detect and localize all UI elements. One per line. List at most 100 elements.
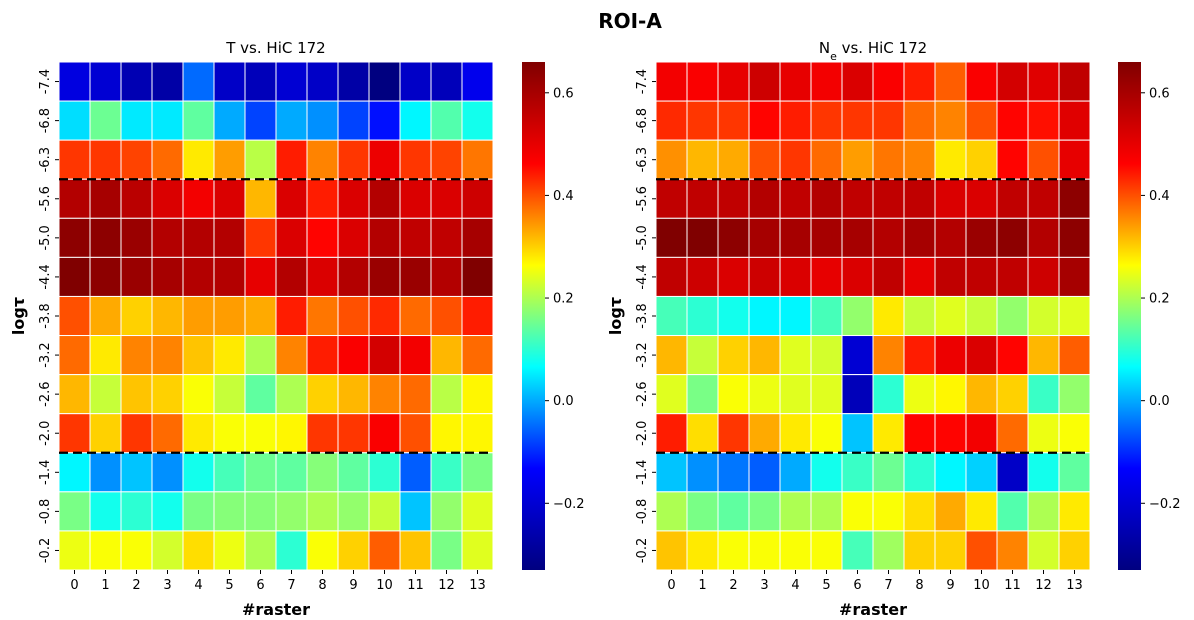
heatmap-cell — [399, 413, 432, 454]
heatmap-cell — [461, 491, 494, 532]
heatmap-cell — [655, 256, 688, 297]
y-tick-label: -0.8 — [635, 499, 650, 524]
heatmap-cell — [244, 100, 277, 141]
heatmap-cell — [89, 61, 122, 102]
heatmap-cell — [748, 217, 781, 258]
figure-title: ROI-A — [598, 9, 662, 33]
heatmap-cell — [717, 295, 750, 337]
heatmap-cell — [58, 256, 91, 297]
y-tick-label: -0.2 — [38, 538, 53, 563]
heatmap-cell — [655, 100, 688, 141]
y-tick-label: -6.8 — [38, 108, 53, 133]
heatmap-cell — [655, 530, 688, 571]
heatmap-cell — [368, 452, 401, 493]
heatmap-cell — [748, 335, 781, 376]
heatmap-cell — [461, 374, 494, 415]
heatmap-cell — [337, 256, 370, 297]
heatmap-cell — [58, 100, 91, 141]
heatmap-cell — [686, 178, 719, 219]
heatmap-cell — [337, 413, 370, 454]
heatmap-cell — [996, 530, 1029, 571]
colorbar-tick-label: 0.6 — [1149, 86, 1170, 101]
heatmap-cell — [872, 335, 905, 376]
heatmap-cell — [213, 100, 246, 141]
colorbar-tick-label: 0.2 — [1149, 292, 1170, 307]
heatmap-cell — [461, 452, 494, 493]
y-tick-label: -7.4 — [635, 69, 650, 94]
heatmap-cell — [58, 491, 91, 532]
heatmap-cell — [58, 139, 91, 180]
heatmap-cell — [779, 61, 812, 102]
heatmap-cell — [810, 374, 843, 415]
heatmap-cell — [306, 374, 339, 415]
heatmap-cell — [1027, 61, 1060, 102]
heatmap-cell — [903, 413, 936, 454]
heatmap-cell — [275, 61, 308, 102]
x-tick-label: 0 — [667, 578, 675, 593]
heatmap-cell — [430, 374, 463, 415]
heatmap-cell — [430, 139, 463, 180]
y-tick-label: -5.6 — [38, 186, 53, 211]
heatmap-cell — [213, 452, 246, 493]
heatmap-cell — [655, 491, 688, 532]
heatmap-cell — [275, 295, 308, 337]
heatmap-cell — [461, 295, 494, 337]
heatmap-cell — [655, 374, 688, 415]
heatmap-cell — [120, 335, 153, 376]
heatmap-cell — [996, 100, 1029, 141]
heatmap-cell — [934, 413, 967, 454]
heatmap-cell — [717, 256, 750, 297]
heatmap-cell — [306, 295, 339, 337]
heatmap-cell — [686, 374, 719, 415]
heatmap-cell — [686, 139, 719, 180]
heatmap-cell — [244, 530, 277, 571]
heatmap-cell — [151, 491, 184, 532]
heatmap-cell — [368, 178, 401, 219]
heatmap-cell — [810, 295, 843, 337]
heatmap-cell — [996, 139, 1029, 180]
colorbar-temperature: 0.6 0.4 0.2 0.0 −0.2 — [522, 62, 585, 570]
colorbar-tick-label: −0.2 — [553, 497, 585, 512]
heatmap-cell — [399, 374, 432, 415]
y-tick-label: -2.6 — [635, 381, 650, 406]
heatmap-cell — [1058, 61, 1091, 102]
colorbar-density: 0.6 0.4 0.2 0.0 −0.2 — [1118, 62, 1181, 570]
heatmap-cell — [275, 413, 308, 454]
colorbar-gradient — [1118, 62, 1141, 570]
heatmap-cell — [934, 491, 967, 532]
heatmap-cell — [779, 335, 812, 376]
heatmap-cell — [337, 100, 370, 141]
heatmap-cell — [996, 374, 1029, 415]
heatmap-cell — [903, 61, 936, 102]
x-tick-label: 0 — [70, 578, 78, 593]
heatmap-cell — [934, 178, 967, 219]
heatmap-cell — [1058, 139, 1091, 180]
heatmap-cell — [151, 256, 184, 297]
x-tick-label: 12 — [1035, 578, 1052, 593]
y-tick-label: -7.4 — [38, 69, 53, 94]
heatmap-cell — [368, 295, 401, 337]
heatmap-cell — [655, 61, 688, 102]
heatmap-cell — [872, 217, 905, 258]
heatmap-cell — [306, 217, 339, 258]
x-tick-label: 4 — [791, 578, 799, 593]
heatmap-cell — [120, 530, 153, 571]
heatmap-cell — [213, 61, 246, 102]
heatmap-cell — [748, 178, 781, 219]
heatmap-cell — [686, 100, 719, 141]
heatmap-cell — [275, 139, 308, 180]
heatmap-cell — [368, 530, 401, 571]
heatmap-cell — [306, 491, 339, 532]
heatmap-cell — [120, 256, 153, 297]
heatmap-cell — [903, 139, 936, 180]
heatmap-cell — [779, 295, 812, 337]
heatmap-cell — [430, 335, 463, 376]
y-tick-label: -5.0 — [635, 225, 650, 250]
heatmap-cell — [965, 413, 998, 454]
y-tick-label: -2.6 — [38, 381, 53, 406]
heatmap-cell — [717, 374, 750, 415]
x-tick-label: 8 — [318, 578, 326, 593]
heatmap-cell — [182, 217, 215, 258]
heatmap-cell — [717, 491, 750, 532]
heatmap-cell — [996, 413, 1029, 454]
